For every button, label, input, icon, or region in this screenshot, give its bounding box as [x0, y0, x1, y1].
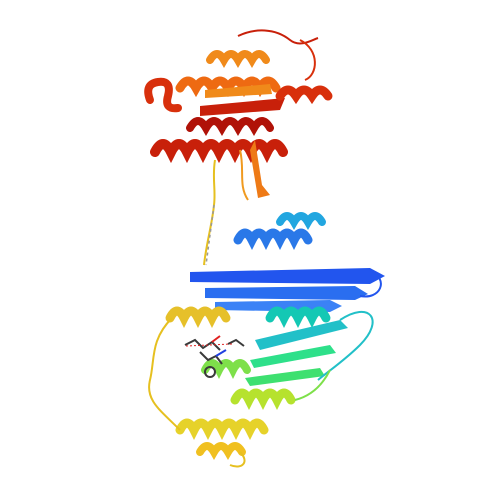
helix-green-mid: [201, 359, 251, 379]
helix-teal: [265, 306, 331, 329]
sheet-blue-1: [190, 268, 385, 284]
loop-yellow-bottom: [229, 451, 246, 468]
loop-red-right: [299, 39, 316, 81]
bound-ligand: [184, 335, 245, 378]
linker-dashed: [205, 204, 215, 266]
helix-yellow-upper: [165, 306, 231, 329]
strand-orange-hanging: [250, 140, 270, 198]
helix-red-left: [144, 77, 182, 113]
loop-blue: [359, 269, 382, 298]
helix-lime: [230, 388, 296, 411]
sheet-green-2: [245, 368, 325, 386]
helix-yellow-bottom: [196, 442, 246, 460]
sheet-red: [200, 98, 285, 116]
helix-red-long: [150, 139, 288, 164]
helix-yellow-lower: [175, 418, 269, 441]
sheet-orange: [205, 84, 272, 98]
sheet-cyan: [255, 320, 348, 350]
loop-yellow-left: [148, 317, 181, 431]
helix-orange-top: [206, 50, 270, 68]
top-loop: [237, 29, 319, 45]
middle-domain: [148, 306, 374, 468]
loop-cyan-right: [317, 310, 374, 381]
helix-red-mid: [186, 117, 274, 137]
helix-red-right: [275, 85, 333, 105]
loop-green-right: [294, 369, 331, 401]
helix-blue-top: [233, 228, 313, 251]
c-terminal-domain: [144, 29, 333, 201]
helix-cyan-right: [276, 212, 326, 230]
sheet-blue-2: [205, 286, 368, 300]
loop-orange: [239, 149, 249, 201]
sheet-green: [250, 345, 336, 368]
n-terminal-domain: [190, 212, 385, 312]
